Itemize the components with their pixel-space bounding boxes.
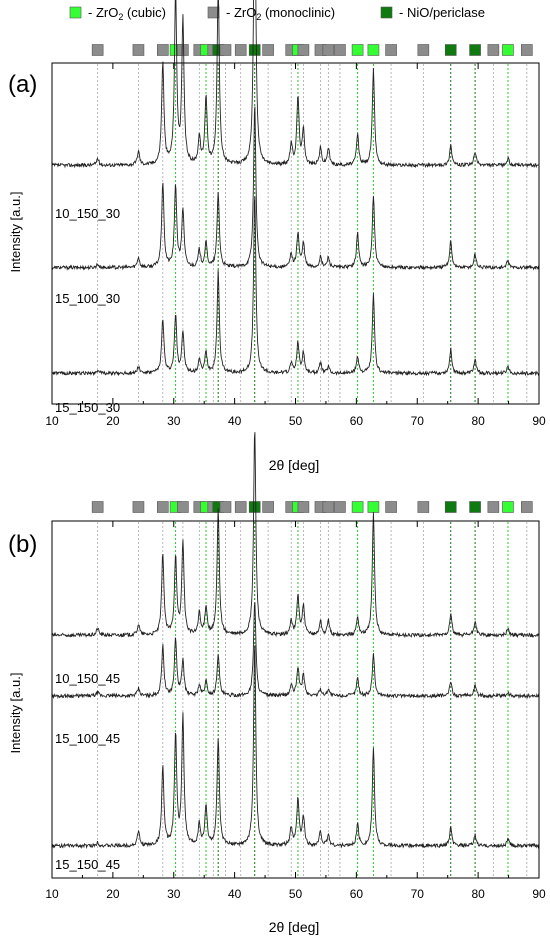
panel-b: (b) Intensity [a.u.] 2θ [deg] 10_150_45 1… (8, 432, 546, 935)
reference-marker-a-2 (157, 45, 168, 56)
reference-marker-a-20 (368, 45, 379, 56)
reference-marker-b-12 (263, 502, 274, 513)
reference-marker-b-21 (386, 502, 397, 513)
reference-marker-a-12 (263, 45, 274, 56)
reference-marker-b-27 (521, 502, 532, 513)
legend-label-cubic: - ZrO2 (cubic) (88, 5, 166, 22)
reference-marker-a-1 (133, 45, 144, 56)
reference-marker-a-9 (220, 45, 231, 56)
y-axis-label-b: Intensity [a.u.] (8, 673, 23, 754)
reference-marker-b-9 (220, 502, 231, 513)
reference-marker-b-15 (298, 502, 309, 513)
panel-label-a: (a) (8, 71, 37, 98)
x-tick-label-a-60: 60 (350, 414, 364, 428)
series-label-15_100_45: 15_100_45 (55, 731, 120, 746)
legend: - ZrO2 (cubic) - ZrO2 (monoclinic) - NiO… (70, 5, 485, 22)
x-tick-label-b-90: 90 (532, 887, 546, 901)
reference-marker-b-18 (334, 502, 345, 513)
legend-swatch-cubic (70, 7, 81, 18)
y-axis-label-a: Intensity [a.u.] (8, 192, 23, 273)
plot-frame-a (52, 63, 539, 404)
legend-item-cubic: - ZrO2 (cubic) (70, 5, 166, 22)
legend-item-nio: - NiO/periclase (381, 5, 485, 20)
reference-marker-a-25 (488, 45, 499, 56)
reference-marker-b-4 (177, 502, 188, 513)
series-label-15_150_45: 15_150_45 (55, 857, 120, 872)
legend-swatch-nio (381, 7, 392, 18)
x-axis-label-b: 2θ [deg] (269, 919, 320, 935)
reference-marker-b-17 (323, 502, 334, 513)
legend-item-monoclinic: - ZrO2 (monoclinic) (208, 5, 335, 22)
series-label-15_150_30: 15_150_30 (55, 400, 120, 415)
reference-marker-a-11 (249, 45, 260, 56)
panel-label-b: (b) (8, 531, 37, 558)
reference-marker-a-26 (502, 45, 513, 56)
x-tick-label-a-40: 40 (228, 414, 242, 428)
reference-marker-a-24 (470, 45, 481, 56)
x-axis-label-a: 2θ [deg] (269, 457, 320, 473)
reference-marker-a-15 (298, 45, 309, 56)
x-tick-label-a-80: 80 (471, 414, 485, 428)
reference-marker-a-4 (177, 45, 188, 56)
x-tick-label-b-60: 60 (350, 887, 364, 901)
reference-marker-b-24 (470, 502, 481, 513)
x-tick-label-b-80: 80 (471, 887, 485, 901)
reference-marker-b-23 (445, 502, 456, 513)
reference-marker-b-26 (502, 502, 513, 513)
x-tick-label-a-70: 70 (411, 414, 425, 428)
reference-marker-b-1 (133, 502, 144, 513)
x-tick-label-b-20: 20 (106, 887, 120, 901)
reference-marker-a-27 (521, 45, 532, 56)
series-label-10_150_30: 10_150_30 (55, 206, 120, 221)
x-tick-label-b-50: 50 (289, 887, 303, 901)
reference-marker-a-10 (235, 45, 246, 56)
reference-marker-a-19 (352, 45, 363, 56)
reference-marker-b-19 (352, 502, 363, 513)
series-label-10_150_45: 10_150_45 (55, 671, 120, 686)
x-tick-label-b-10: 10 (45, 887, 59, 901)
x-tick-label-b-70: 70 (411, 887, 425, 901)
trace-10_150_30 (52, 0, 539, 167)
reference-marker-b-10 (235, 502, 246, 513)
trace-15_100_45 (52, 603, 539, 698)
reference-marker-b-0 (92, 502, 103, 513)
reference-marker-b-2 (157, 502, 168, 513)
reference-marker-a-23 (445, 45, 456, 56)
x-tick-label-a-20: 20 (106, 414, 120, 428)
x-tick-label-b-30: 30 (167, 887, 181, 901)
x-tick-label-a-10: 10 (45, 414, 59, 428)
legend-label-monoclinic: - ZrO2 (monoclinic) (226, 5, 335, 22)
reference-marker-b-25 (488, 502, 499, 513)
reference-marker-a-17 (323, 45, 334, 56)
x-tick-label-a-30: 30 (167, 414, 181, 428)
x-tick-label-b-40: 40 (228, 887, 242, 901)
x-tick-label-a-50: 50 (289, 414, 303, 428)
reference-marker-a-18 (334, 45, 345, 56)
reference-marker-a-0 (92, 45, 103, 56)
reference-marker-a-22 (418, 45, 429, 56)
reference-marker-b-22 (418, 502, 429, 513)
x-tick-label-a-90: 90 (532, 414, 546, 428)
reference-marker-b-20 (368, 502, 379, 513)
plot-frame-b (52, 521, 539, 878)
trace-15_100_30 (52, 107, 539, 270)
series-label-15_100_30: 15_100_30 (55, 291, 120, 306)
panel-a: (a) Intensity [a.u.] 2θ [deg] 10_150_30 1… (8, 0, 546, 473)
reference-marker-b-11 (249, 502, 260, 513)
trace-15_150_30 (52, 197, 539, 375)
legend-label-nio: - NiO/periclase (399, 5, 485, 20)
reference-marker-a-21 (386, 45, 397, 56)
trace-15_150_45 (52, 645, 539, 847)
